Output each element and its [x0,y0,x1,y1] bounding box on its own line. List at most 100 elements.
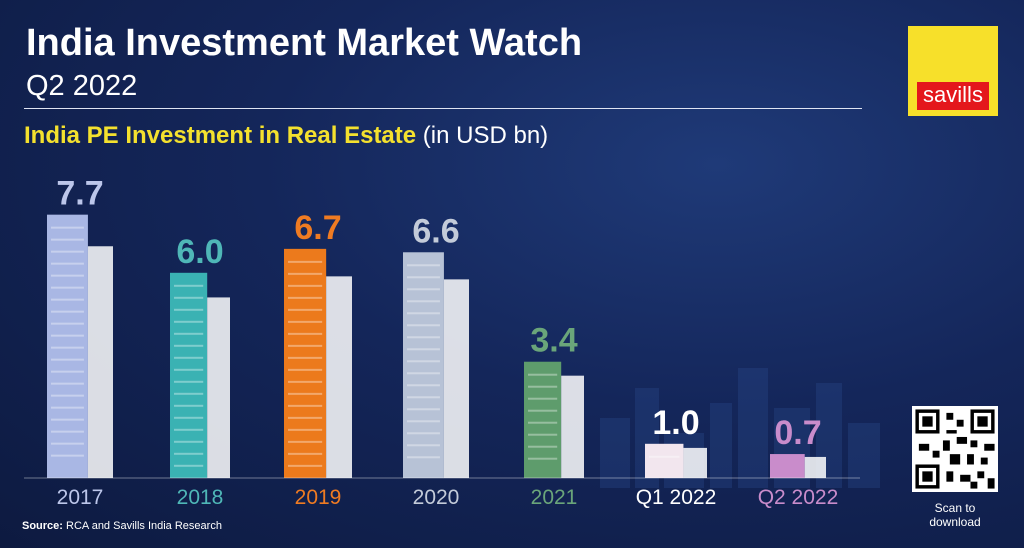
bar-window-3 [407,312,440,315]
bar-side-1 [207,297,230,478]
qr-caption-line1: Scan to [934,501,976,515]
bar-window-3 [407,456,440,459]
bar-window-0 [51,358,84,361]
bar-6 [770,454,805,478]
category-label-2: 2019 [295,486,342,509]
bar-window-3 [407,324,440,327]
value-label-1: 6.0 [176,233,223,271]
savills-logo: savills [908,26,998,116]
bar-window-0 [51,418,84,421]
bar-side-4 [561,375,584,478]
bar-window-3 [407,408,440,411]
bar-window-1 [174,332,204,335]
category-label-1: 2018 [177,486,224,509]
bar-window-0 [51,250,84,253]
bar-window-1 [174,464,204,467]
bar-window-3 [407,396,440,399]
bar-window-0 [51,334,84,337]
category-label-3: 2020 [413,486,460,509]
bar-window-0 [51,406,84,409]
category-label-0: 2017 [57,486,104,509]
bar-4 [524,361,562,478]
bar-window-2 [288,320,323,323]
value-label-4: 3.4 [530,322,577,360]
bar-window-0 [51,394,84,397]
bar-window-2 [288,284,323,287]
category-label-5: Q1 2022 [636,486,717,509]
bar-window-0 [51,238,84,241]
bar-window-3 [407,444,440,447]
bar-window-1 [174,284,204,287]
bar-window-4 [528,445,558,448]
bar-window-2 [288,344,323,347]
source-label: Source: [22,520,63,532]
chart-heading: India PE Investment in Real Estate (in U… [24,122,548,150]
bar-window-4 [528,457,558,460]
bar-window-2 [288,332,323,335]
page-subtitle: Q2 2022 [26,70,138,102]
bar-window-4 [528,421,558,424]
bar-window-1 [174,404,204,407]
logo-wordmark: savills [917,82,989,110]
bar-window-1 [174,368,204,371]
bar-3 [403,252,444,478]
bar-side-2 [326,276,352,478]
bar-window-1 [174,296,204,299]
bar-window-0 [51,298,84,301]
bar-window-2 [288,260,323,263]
bar-window-0 [51,322,84,325]
bar-window-0 [51,430,84,433]
header: India Investment Market Watch Q2 2022 [26,24,582,101]
bar-window-3 [407,336,440,339]
bar-window-2 [288,452,323,455]
page-title: India Investment Market Watch [26,22,583,64]
bar-window-0 [51,346,84,349]
header-divider [24,108,862,109]
bar-window-4 [528,385,558,388]
qr-caption-line2: download [929,514,981,529]
bar-window-1 [174,392,204,395]
category-label-6: Q2 2022 [758,486,839,509]
bar-window-2 [288,296,323,299]
bar-window-4 [528,397,558,400]
bar-window-3 [407,384,440,387]
bar-window-4 [528,373,558,376]
bar-window-0 [51,442,84,445]
qr-code[interactable] [912,406,998,492]
bar-window-4 [528,409,558,412]
bar-window-0 [51,226,84,229]
value-label-6: 0.7 [774,414,821,452]
value-label-0: 7.7 [56,175,103,213]
bar-window-1 [174,452,204,455]
bar-window-2 [288,368,323,371]
bar-window-1 [174,440,204,443]
bar-window-3 [407,288,440,291]
bar-window-1 [174,416,204,419]
bar-window-5 [649,455,680,458]
bar-side-3 [443,279,469,478]
value-label-2: 6.7 [294,209,341,247]
bar-2 [284,248,327,478]
bar-window-3 [407,276,440,279]
bar-5 [645,443,684,478]
value-label-3: 6.6 [412,212,459,250]
category-label-4: 2021 [531,486,578,509]
bar-side-0 [87,246,113,478]
bar-window-2 [288,356,323,359]
bar-window-2 [288,380,323,383]
bar-window-1 [174,320,204,323]
bar-side-5 [683,447,707,478]
bar-window-2 [288,272,323,275]
bar-0 [47,214,88,478]
bar-window-3 [407,360,440,363]
bar-window-2 [288,464,323,467]
value-label-5: 1.0 [652,404,699,442]
bar-window-1 [174,308,204,311]
bar-window-0 [51,454,84,457]
bar-window-1 [174,356,204,359]
bar-window-3 [407,432,440,435]
bar-1 [170,272,208,478]
bar-window-0 [51,370,84,373]
bar-window-2 [288,416,323,419]
